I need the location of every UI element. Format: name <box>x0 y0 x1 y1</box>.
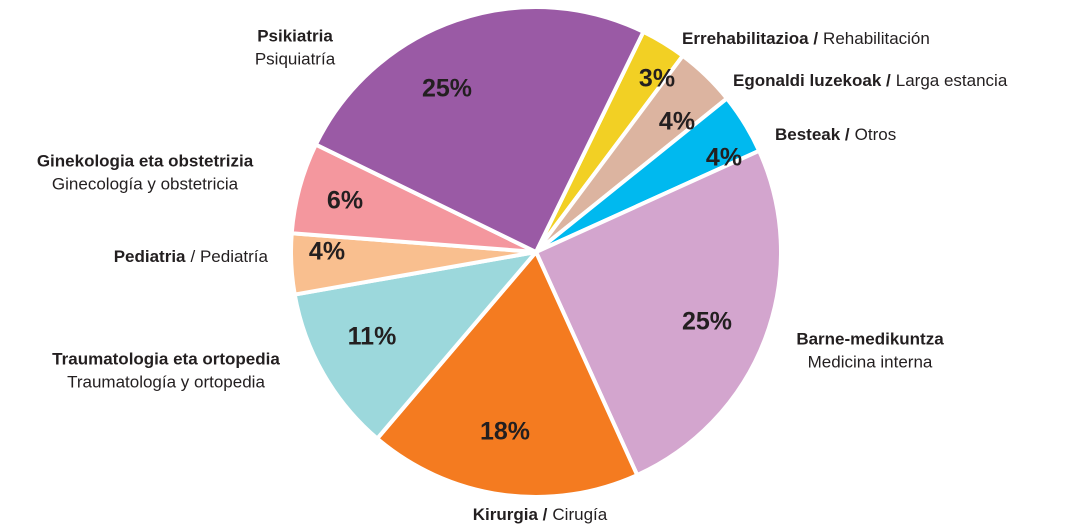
pie-slice <box>292 250 538 441</box>
category-translation: Traumatología y ortopedia <box>67 372 265 391</box>
value-label: 25% <box>422 75 472 103</box>
category-name: Kirurgia / <box>473 505 548 524</box>
category-name: Pediatria <box>114 247 186 266</box>
value-label: 4% <box>706 144 742 172</box>
pie-slice <box>313 5 646 254</box>
value-label: 6% <box>327 187 363 215</box>
category-translation: Larga estancia <box>896 71 1008 90</box>
category-name: Errehabilitazioa / <box>682 29 818 48</box>
category-translation: Ginecología y obstetricia <box>52 174 239 193</box>
category-translation: Psiquiatría <box>255 49 336 68</box>
category-name: Traumatologia eta ortopedia <box>52 349 280 368</box>
value-label: 11% <box>348 323 397 351</box>
category-translation: Medicina interna <box>808 352 933 371</box>
category-label: Egonaldi luzekoak / Larga estancia <box>733 71 1008 90</box>
category-translation: Cirugía <box>552 505 607 524</box>
value-label: 4% <box>309 238 345 266</box>
value-label: 25% <box>682 308 732 336</box>
category-translation: Otros <box>855 125 897 144</box>
category-name: Psikiatria <box>257 26 333 45</box>
category-name: Barne-medikuntza <box>796 329 944 348</box>
category-name: Egonaldi luzekoak / <box>733 71 891 90</box>
category-label: Besteak / Otros <box>775 125 896 144</box>
value-label: 3% <box>639 65 675 93</box>
pie-slice <box>375 250 640 499</box>
category-label: Pediatria / Pediatría <box>114 247 269 266</box>
category-translation: Rehabilitación <box>823 29 930 48</box>
value-label: 18% <box>480 418 530 446</box>
category-translation: / Pediatría <box>191 247 269 266</box>
pie-slice <box>534 148 783 478</box>
category-name: Besteak / <box>775 125 850 144</box>
value-label: 4% <box>659 108 695 136</box>
category-label: Kirurgia / Cirugía <box>473 505 608 524</box>
category-label: Errehabilitazioa / Rehabilitación <box>682 29 930 48</box>
category-name: Ginekologia eta obstetrizia <box>37 151 254 170</box>
